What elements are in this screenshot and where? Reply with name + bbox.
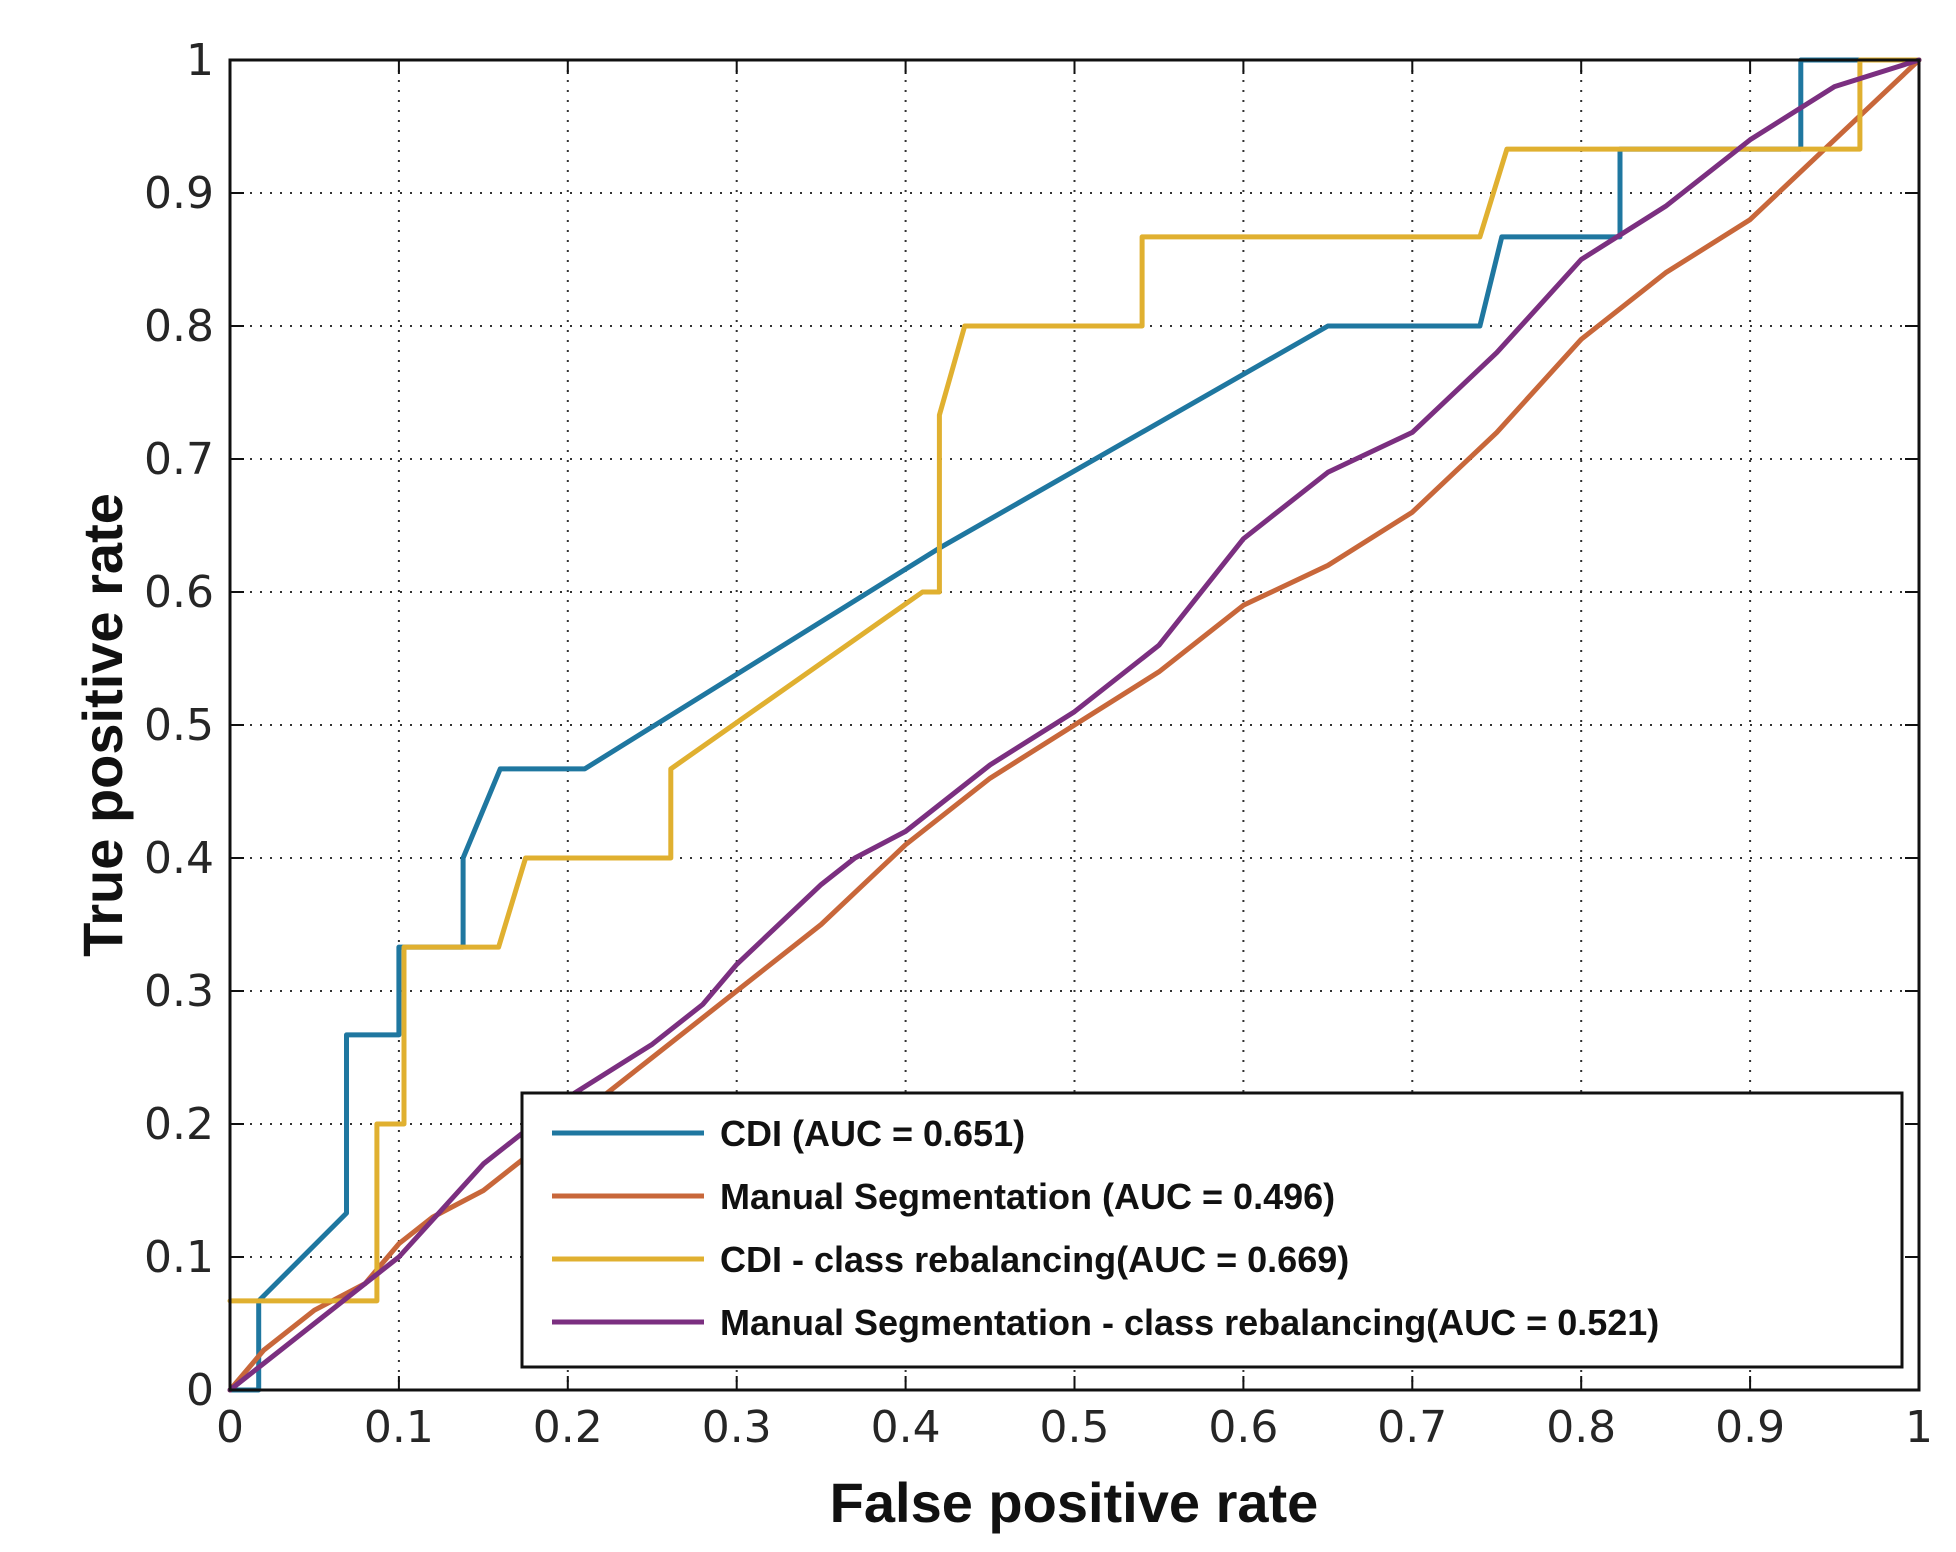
y-tick-label-3: 0.3 bbox=[144, 966, 214, 1017]
series-line-1 bbox=[227, 57, 1922, 1393]
x-tick-label-0: 0 bbox=[216, 1402, 244, 1453]
series-group bbox=[227, 57, 1922, 1393]
y-tick-label-1: 0.1 bbox=[144, 1232, 214, 1283]
x-tick-label-1: 0.1 bbox=[364, 1402, 434, 1453]
legend-label-2: CDI - class rebalancing(AUC = 0.669) bbox=[720, 1239, 1349, 1280]
y-tick-label-8: 0.8 bbox=[144, 301, 214, 352]
x-tick-label-3: 0.3 bbox=[702, 1402, 772, 1453]
y-tick-label-6: 0.6 bbox=[144, 567, 214, 618]
y-axis-title: True positive rate bbox=[71, 493, 134, 957]
y-tick-label-5: 0.5 bbox=[144, 700, 214, 751]
x-tick-label-6: 0.6 bbox=[1208, 1402, 1278, 1453]
series-line-0 bbox=[227, 57, 1922, 1393]
legend-label-3: Manual Segmentation - class rebalancing(… bbox=[720, 1302, 1659, 1343]
y-tick-label-4: 0.4 bbox=[144, 833, 214, 884]
y-tick-label-9: 0.9 bbox=[144, 168, 214, 219]
x-tick-label-7: 0.7 bbox=[1377, 1402, 1447, 1453]
x-axis-ticks: 0 0.1 0.2 0.3 0.4 0.5 0.6 0.7 0.8 0.9 1 bbox=[216, 60, 1933, 1453]
x-tick-label-4: 0.4 bbox=[871, 1402, 941, 1453]
grid bbox=[230, 60, 1919, 1390]
legend-label-1: Manual Segmentation (AUC = 0.496) bbox=[720, 1176, 1335, 1217]
x-axis-title: False positive rate bbox=[830, 1471, 1319, 1534]
x-tick-label-5: 0.5 bbox=[1040, 1402, 1110, 1453]
x-tick-label-10: 1 bbox=[1905, 1402, 1933, 1453]
x-tick-label-8: 0.8 bbox=[1546, 1402, 1616, 1453]
y-tick-label-7: 0.7 bbox=[144, 434, 214, 485]
series-line-2 bbox=[227, 57, 1922, 1304]
y-axis-ticks: 0 0.1 0.2 0.3 0.4 0.5 0.6 0.7 0.8 0.9 1 bbox=[144, 35, 1919, 1416]
y-tick-label-10: 1 bbox=[186, 35, 214, 86]
x-tick-label-9: 0.9 bbox=[1715, 1402, 1785, 1453]
x-tick-label-2: 0.2 bbox=[533, 1402, 603, 1453]
legend: CDI (AUC = 0.651) Manual Segmentation (AU… bbox=[520, 1091, 1904, 1369]
legend-label-0: CDI (AUC = 0.651) bbox=[720, 1113, 1025, 1154]
y-tick-label-0: 0 bbox=[186, 1365, 214, 1416]
series-line-3 bbox=[227, 57, 1922, 1393]
y-tick-label-2: 0.2 bbox=[144, 1099, 214, 1150]
legend-box bbox=[520, 1091, 1904, 1369]
